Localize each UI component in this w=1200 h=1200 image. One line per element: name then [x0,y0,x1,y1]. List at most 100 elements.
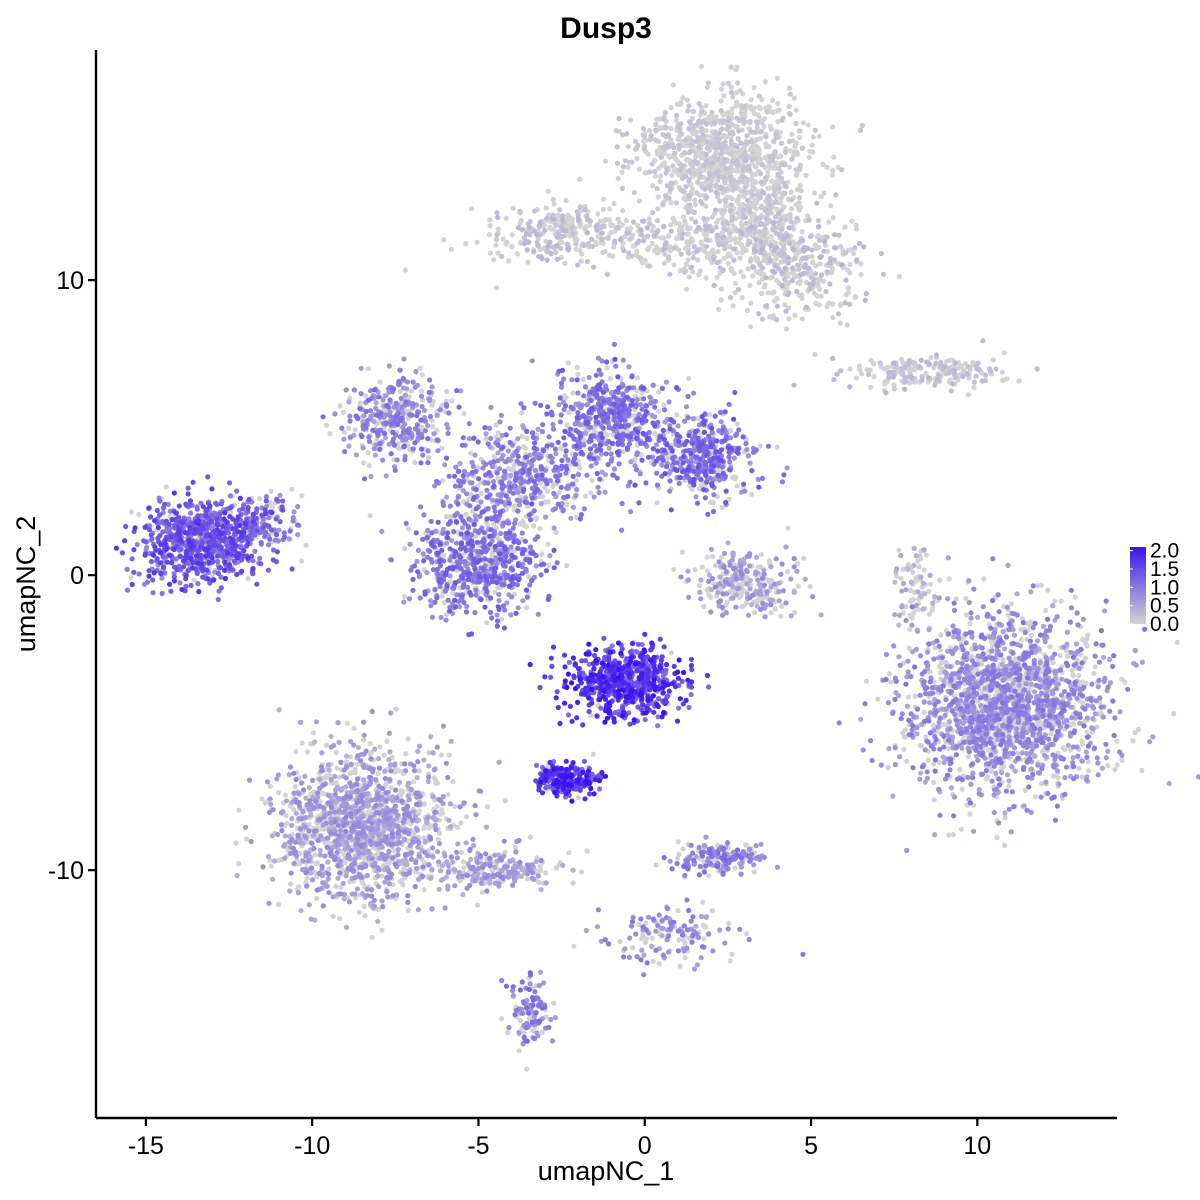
cell-point [811,290,817,296]
cell-point [720,267,726,274]
cell-point [1085,768,1091,774]
chart-title: Dusp3 [560,12,652,45]
cell-point [741,104,747,110]
cell-point [801,246,807,252]
cell-point [687,483,693,489]
cell-point [774,255,780,261]
cell-point [686,150,692,156]
cell-point [586,222,593,228]
cell-point [786,290,792,296]
cell-point [465,497,472,503]
cell-point [721,133,727,139]
cell-point [569,220,575,226]
cell-point [980,338,986,344]
cell-point [894,573,900,579]
cell-point [624,428,630,435]
cell-point [847,270,853,276]
cell-point [558,254,564,260]
cell-point [1055,775,1061,781]
cell-point [524,247,530,253]
cell-point [965,392,972,398]
cell-point [495,584,501,591]
cell-point [932,382,938,388]
cell-point [1081,718,1087,725]
cell-point [554,256,560,262]
cell-point [474,902,481,908]
cell-point [128,574,134,580]
cell-point [267,783,273,789]
cell-point [688,264,694,271]
cell-point [963,595,969,601]
cell-point [599,230,605,236]
cell-point [770,220,777,226]
cell-point [551,1000,557,1006]
cell-point [669,172,675,178]
cell-point [1139,767,1145,774]
cell-point [891,386,898,392]
cell-point [687,169,693,175]
cell-point [600,206,607,212]
cell-point [620,449,626,455]
cell-point [787,164,793,170]
cell-point [653,244,660,250]
cell-point [401,594,408,600]
cell-point [1071,673,1077,679]
cell-point [915,364,921,370]
cell-point [1058,598,1064,604]
cell-point [523,605,530,611]
cell-point [573,241,579,247]
cell-point [938,660,945,666]
cell-point [620,164,627,170]
cell-point [361,460,367,466]
cell-point [1018,627,1024,633]
cell-point [361,903,367,910]
cell-point [645,233,651,239]
cell-point [757,195,764,201]
cell-point [719,504,725,511]
cell-point [762,252,768,258]
cell-point [857,127,864,133]
cell-point [718,150,724,156]
cell-point [630,219,637,225]
cell-point [735,162,741,169]
cell-point [656,961,662,967]
cell-point [676,172,682,178]
cell-point [573,246,579,252]
cell-point [671,262,677,268]
cell-point [830,315,836,321]
cell-point [772,269,778,275]
cell-point [646,245,652,251]
points-layer [113,63,1200,1072]
cell-point [839,167,845,173]
cell-point [923,370,929,376]
cell-point [615,176,621,182]
cell-point [484,804,490,810]
cell-point [919,377,925,383]
cell-point [807,234,814,240]
cell-point [796,200,802,206]
cell-point [490,257,497,263]
cell-point [674,112,680,118]
cell-point [289,486,295,492]
cell-point [703,121,710,127]
cell-point [747,283,753,289]
cell-point [412,459,418,465]
cell-point [605,235,611,241]
cell-point [739,174,745,180]
cell-point [715,249,721,255]
cell-point [932,645,938,651]
cell-point [1084,643,1090,649]
cell-point [798,272,804,278]
cell-point [821,248,827,254]
cell-point [704,84,710,90]
cell-point [948,388,954,394]
cell-point [569,216,575,222]
cell-point [764,196,771,202]
cell-point [653,127,659,133]
cell-point [674,412,680,418]
cell-point [716,468,722,474]
cell-point [835,311,842,317]
cell-point [845,285,852,291]
cell-point [590,751,597,757]
cell-point [397,388,403,395]
